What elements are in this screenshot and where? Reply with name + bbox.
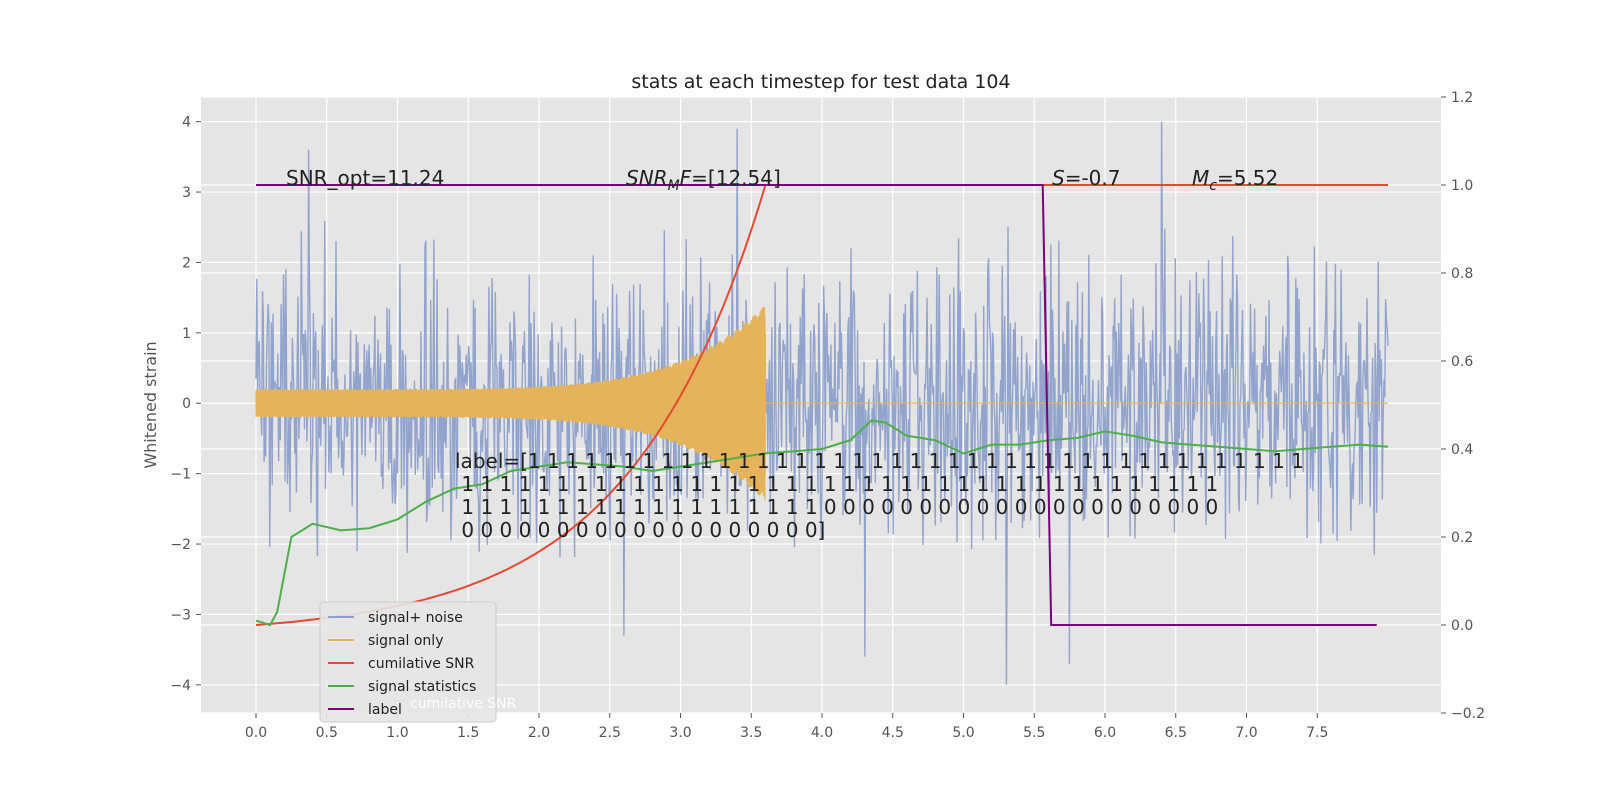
annotation: SNR_opt=11.24 xyxy=(286,166,444,190)
y-tick-label-left: −3 xyxy=(170,607,191,623)
x-tick-label: 0.0 xyxy=(245,725,267,741)
x-tick-label: 1.5 xyxy=(457,725,479,741)
x-tick-label: 7.5 xyxy=(1306,725,1328,741)
annotation: SNRMF=[12.54] xyxy=(626,166,781,194)
label-array-line: 1 1 1 1 1 1 1 1 1 1 1 1 1 1 1 1 1 1 1 0 … xyxy=(455,495,1218,519)
legend-label: signal statistics xyxy=(368,679,476,695)
annotation: Mc=5.52 xyxy=(1192,166,1278,194)
label-array-line: 1 1 1 1 1 1 1 1 1 1 1 1 1 1 1 1 1 1 1 1 … xyxy=(455,472,1218,496)
y-axis-right: −0.2 0.0 0.2 0.4 0.6 0.8 1.0 1.2 xyxy=(1441,90,1485,722)
x-tick-label: 4.0 xyxy=(811,725,833,741)
annotations: SNR_opt=11.24 SNRMF=[12.54] S=-0.7 Mc=5.52 xyxy=(286,166,1278,194)
x-tick-label: 1.0 xyxy=(386,725,408,741)
legend-box xyxy=(319,601,497,723)
y-tick-label-left: 4 xyxy=(182,115,191,131)
signal-only-line xyxy=(255,306,1388,500)
signal-noise-line xyxy=(255,121,1389,685)
y-tick-label-left: −4 xyxy=(170,678,191,694)
y-tick-label-left: −1 xyxy=(170,467,191,483)
x-tick-label: 2.0 xyxy=(528,725,550,741)
x-tick-label: 6.5 xyxy=(1165,725,1187,741)
x-tick-label: 7.0 xyxy=(1235,725,1257,741)
y-tick-label-left: 1 xyxy=(182,326,191,342)
label-array-line: 0 0 0 0 0 0 0 0 0 0 0 0 0 0 0 0 0 0 0] xyxy=(455,518,825,542)
x-tick-label: 2.5 xyxy=(599,725,621,741)
y-tick-label-right: −0.2 xyxy=(1451,706,1485,722)
y-tick-label-left: 0 xyxy=(182,396,191,412)
x-tick-label: 5.5 xyxy=(1023,725,1045,741)
y-tick-label-right: 1.0 xyxy=(1451,178,1473,194)
y-axis-label: Whitened strain xyxy=(141,341,160,468)
legend-ghost-text: cumilative SNR xyxy=(410,696,517,712)
y-tick-label-right: 0.0 xyxy=(1451,618,1473,634)
legend-label: signal only xyxy=(368,633,443,649)
y-tick-label-right: 0.8 xyxy=(1451,266,1473,282)
x-tick-label: 5.0 xyxy=(952,725,974,741)
series-signal-only xyxy=(255,306,1388,500)
label-array-text: label=[1 1 1 1 1 1 1 1 1 1 1 1 1 1 1 1 1… xyxy=(455,449,1304,542)
x-tick-label: 4.5 xyxy=(882,725,904,741)
x-tick-label: 0.5 xyxy=(316,725,338,741)
x-tick-label: 6.0 xyxy=(1094,725,1116,741)
x-axis: 0.0 0.5 1.0 1.5 2.0 2.5 3.0 3.5 4.0 4.5 5.0 5.5 6.0 6… xyxy=(245,713,1328,741)
y-tick-label-left: 3 xyxy=(182,185,191,201)
y-axis-left: −4 −3 −2 −1 0 1 2 3 4 xyxy=(170,115,201,694)
y-tick-label-left: −2 xyxy=(170,537,191,553)
x-tick-label: 3.5 xyxy=(740,725,762,741)
legend-label: signal+ noise xyxy=(368,610,463,626)
chart-title: stats at each timestep for test data 104 xyxy=(631,71,1010,93)
y-tick-label-right: 0.2 xyxy=(1451,530,1473,546)
y-tick-label-right: 0.6 xyxy=(1451,354,1473,370)
legend-label: cumilative SNR xyxy=(368,656,475,672)
y-tick-label-left: 2 xyxy=(182,255,191,271)
series-signal-statistics-line xyxy=(255,419,1389,627)
annotation: S=-0.7 xyxy=(1052,166,1120,190)
label-array-line: label=[1 1 1 1 1 1 1 1 1 1 1 1 1 1 1 1 1… xyxy=(455,449,1304,473)
legend-label: label xyxy=(368,702,402,718)
series-signal-noise xyxy=(255,121,1389,685)
legend: cumilative SNR signal+ noise signal only cu… xyxy=(319,601,517,723)
x-tick-label: 3.0 xyxy=(669,725,691,741)
y-tick-label-right: 1.2 xyxy=(1451,90,1473,106)
series-label-line xyxy=(256,184,1377,626)
y-tick-label-right: 0.4 xyxy=(1451,442,1473,458)
